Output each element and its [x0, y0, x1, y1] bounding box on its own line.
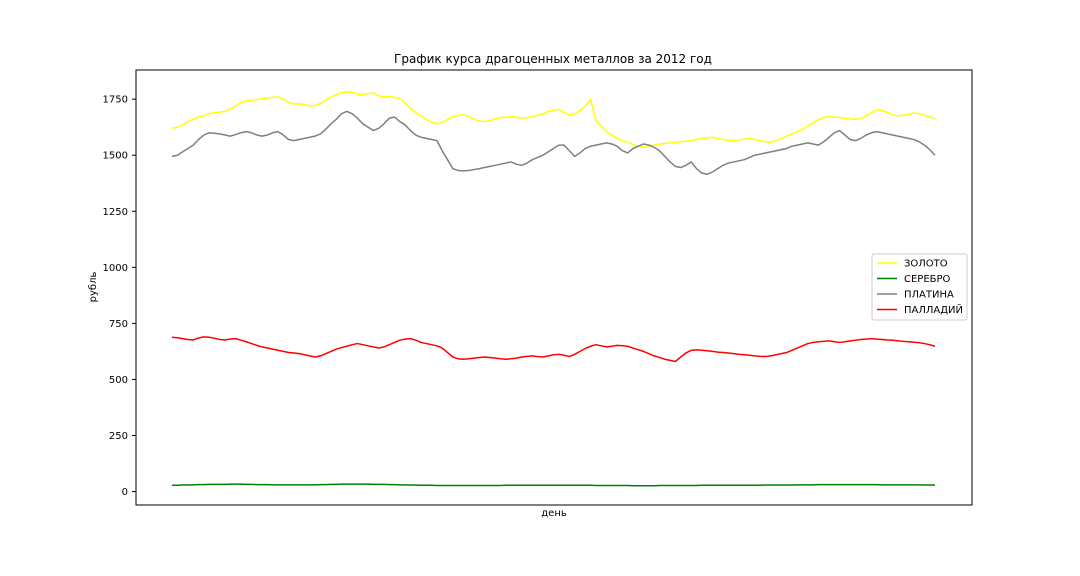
series-line-3: [171, 336, 936, 363]
legend-entry-label: ПАЛЛАДИЙ: [904, 303, 963, 316]
y-tick-label: 500: [109, 375, 128, 386]
y-tick-label: 750: [109, 319, 128, 330]
chart-title: График курса драгоценных металлов за 201…: [394, 52, 712, 66]
y-tick-label: 1500: [103, 151, 128, 162]
legend-box: [871, 253, 968, 321]
plot-frame: [135, 69, 973, 506]
y-tick-label: 0: [122, 487, 128, 498]
y-tick-label: 1250: [103, 207, 128, 218]
y-axis: 0 250 500 750 1000 1250 1500 1750: [103, 95, 136, 498]
series-layer: [171, 91, 936, 487]
y-tick-label: 1750: [103, 95, 128, 106]
x-axis-label: день: [541, 508, 567, 519]
legend-entry-label: ЗОЛОТО: [904, 259, 948, 270]
legend-entry-label: ПЛАТИНА: [904, 290, 954, 301]
y-tick-label: 1000: [103, 263, 128, 274]
legend: ЗОЛОТО СЕРЕБРО ПЛАТИНА ПАЛЛАДИЙ: [871, 253, 968, 321]
series-line-2: [171, 110, 936, 176]
y-axis-label: рубль: [88, 272, 99, 303]
series-line-1: [172, 483, 935, 487]
legend-entry-label: СЕРЕБРО: [904, 274, 951, 285]
y-tick-label: 250: [109, 431, 128, 442]
series-line-0: [171, 91, 936, 149]
